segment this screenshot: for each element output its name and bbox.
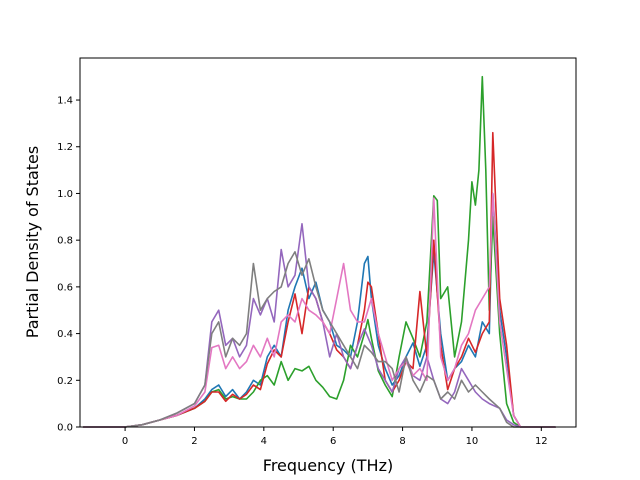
y-axis-label: Partial Density of States [23, 146, 42, 338]
x-axis-ticks: 0 2 4 6 8 10 12 [122, 427, 548, 447]
x-tick-label: 2 [191, 436, 197, 447]
series-line-6 [82, 251, 556, 428]
y-tick-label: 0.6 [57, 282, 73, 293]
x-tick-label: 10 [466, 436, 479, 447]
y-tick-label: 1.0 [57, 189, 73, 200]
y-tick-label: 1.2 [57, 142, 73, 153]
series-line-4 [82, 223, 556, 428]
y-tick-label: 1.4 [57, 96, 73, 107]
y-tick-label: 0.2 [57, 376, 73, 387]
y-tick-label: 0.8 [57, 236, 73, 247]
x-tick-label: 6 [330, 436, 336, 447]
plot-area: 0 2 4 6 8 10 12 0.0 0.2 0.4 0.6 0.8 1.0 1.2 1.4 [57, 57, 577, 447]
series-line-5 [82, 192, 556, 428]
series-layer [82, 75, 556, 428]
x-tick-label: 8 [399, 436, 405, 447]
x-tick-label: 12 [535, 436, 548, 447]
y-tick-label: 0.4 [57, 329, 73, 340]
y-axis-ticks: 0.0 0.2 0.4 0.6 0.8 1.0 1.2 1.4 [57, 96, 80, 434]
x-tick-label: 0 [122, 436, 128, 447]
axes-frame [79, 57, 577, 428]
x-axis-label: Frequency (THz) [263, 456, 393, 475]
x-tick-label: 4 [261, 436, 267, 447]
y-tick-label: 0.0 [57, 423, 73, 434]
